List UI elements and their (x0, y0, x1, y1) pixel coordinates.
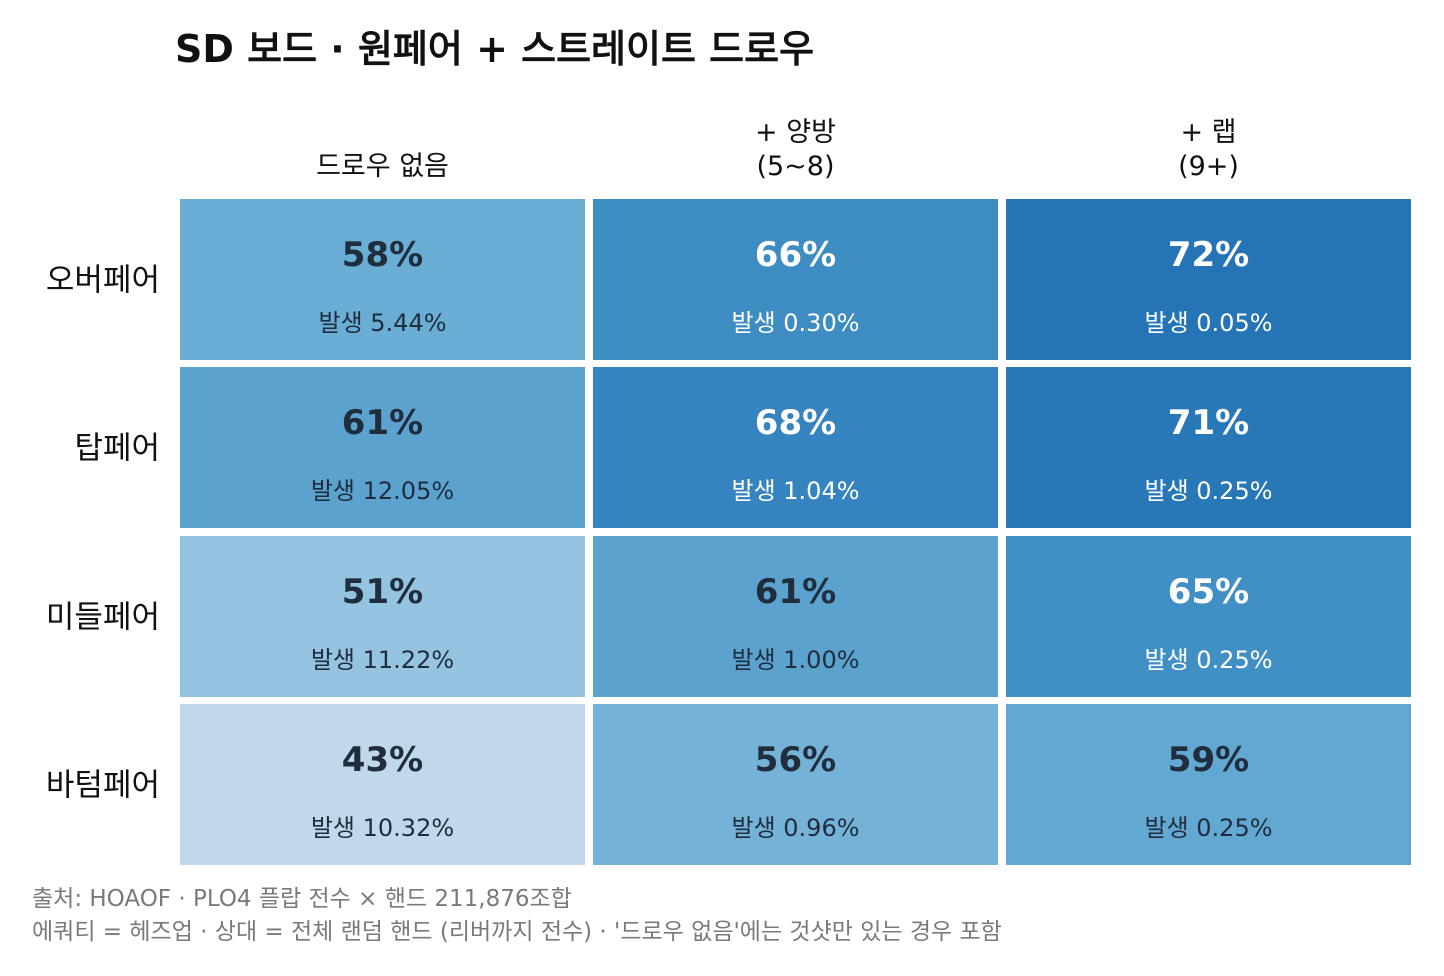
row-label-2: 미들페어 (46, 600, 160, 636)
cell-equity-0-1: 66% (755, 235, 836, 275)
cell-frequency-2-0: 발생 11.22% (311, 646, 454, 674)
cell-frequency-3-2: 발생 0.25% (1144, 814, 1272, 842)
row-label-1: 탑페어 (74, 431, 160, 467)
heatmap-cell-3-2: 59% 발생 0.25% (1006, 704, 1411, 865)
cell-equity-3-0: 43% (342, 740, 423, 780)
heatmap-cell-2-1: 61% 발생 1.00% (593, 536, 998, 697)
cell-equity-2-2: 65% (1168, 572, 1249, 612)
column-label-2-line-1: (9+) (1178, 151, 1239, 182)
cell-frequency-3-0: 발생 10.32% (311, 814, 454, 842)
cell-rect-3-0 (180, 704, 585, 865)
cell-rect-3-1 (593, 704, 998, 865)
heatmap-cells: 58% 발생 5.44% 66% 발생 0.30% 72% 발생 0.05% 61% 발생 1… (180, 199, 1411, 865)
row-label-3: 바텀페어 (46, 768, 160, 804)
column-label-0-line-0: 드로우 없음 (316, 151, 449, 182)
cell-equity-1-0: 61% (342, 403, 423, 443)
cell-rect-1-0 (180, 367, 585, 528)
cell-frequency-1-2: 발생 0.25% (1144, 477, 1272, 505)
cell-frequency-1-1: 발생 1.04% (731, 477, 859, 505)
cell-equity-0-2: 72% (1168, 235, 1249, 275)
cell-equity-1-2: 71% (1168, 403, 1249, 443)
heatmap-cell-1-1: 68% 발생 1.04% (593, 367, 998, 528)
cell-rect-2-1 (593, 536, 998, 697)
cell-rect-2-0 (180, 536, 585, 697)
column-labels: 드로우 없음 + 양방(5~8) + 랩(9+) (316, 117, 1239, 182)
cell-equity-2-1: 61% (755, 572, 836, 612)
cell-equity-3-2: 59% (1168, 740, 1249, 780)
cell-rect-0-1 (593, 199, 998, 360)
heatmap-cell-3-1: 56% 발생 0.96% (593, 704, 998, 865)
footnote-definition: 에쿼티 = 헤즈업 · 상대 = 전체 랜덤 핸드 (리버까지 전수) · '드… (32, 919, 1002, 945)
heatmap-cell-2-0: 51% 발생 11.22% (180, 536, 585, 697)
cell-rect-3-2 (1006, 704, 1411, 865)
row-label-0: 오버페어 (46, 263, 160, 299)
footnote-source: 출처: HOAOF · PLO4 플랍 전수 × 핸드 211,876조합 (32, 886, 572, 912)
column-label-2-line-0: + 랩 (1180, 117, 1236, 148)
cell-frequency-1-0: 발생 12.05% (311, 477, 454, 505)
cell-frequency-0-0: 발생 5.44% (318, 309, 446, 337)
cell-rect-0-2 (1006, 199, 1411, 360)
heatmap-cell-1-2: 71% 발생 0.25% (1006, 367, 1411, 528)
cell-equity-1-1: 68% (755, 403, 836, 443)
heatmap-cell-0-1: 66% 발생 0.30% (593, 199, 998, 360)
cell-equity-2-0: 51% (342, 572, 423, 612)
cell-frequency-0-1: 발생 0.30% (731, 309, 859, 337)
heatmap-cell-0-0: 58% 발생 5.44% (180, 199, 585, 360)
cell-rect-1-2 (1006, 367, 1411, 528)
column-label-1-line-0: + 양방 (755, 117, 836, 148)
cell-frequency-0-2: 발생 0.05% (1144, 309, 1272, 337)
heatmap-cell-2-2: 65% 발생 0.25% (1006, 536, 1411, 697)
chart-title: SD 보드 · 원페어 + 스트레이트 드로우 (175, 27, 814, 71)
cell-frequency-2-1: 발생 1.00% (731, 646, 859, 674)
cell-rect-0-0 (180, 199, 585, 360)
heatmap-cell-1-0: 61% 발생 12.05% (180, 367, 585, 528)
cell-rect-2-2 (1006, 536, 1411, 697)
cell-equity-3-1: 56% (755, 740, 836, 780)
cell-equity-0-0: 58% (342, 235, 423, 275)
heatmap-cell-3-0: 43% 발생 10.32% (180, 704, 585, 865)
heatmap-cell-0-2: 72% 발생 0.05% (1006, 199, 1411, 360)
cell-frequency-2-2: 발생 0.25% (1144, 646, 1272, 674)
cell-rect-1-1 (593, 367, 998, 528)
column-label-1-line-1: (5~8) (756, 151, 834, 182)
cell-frequency-3-1: 발생 0.96% (731, 814, 859, 842)
